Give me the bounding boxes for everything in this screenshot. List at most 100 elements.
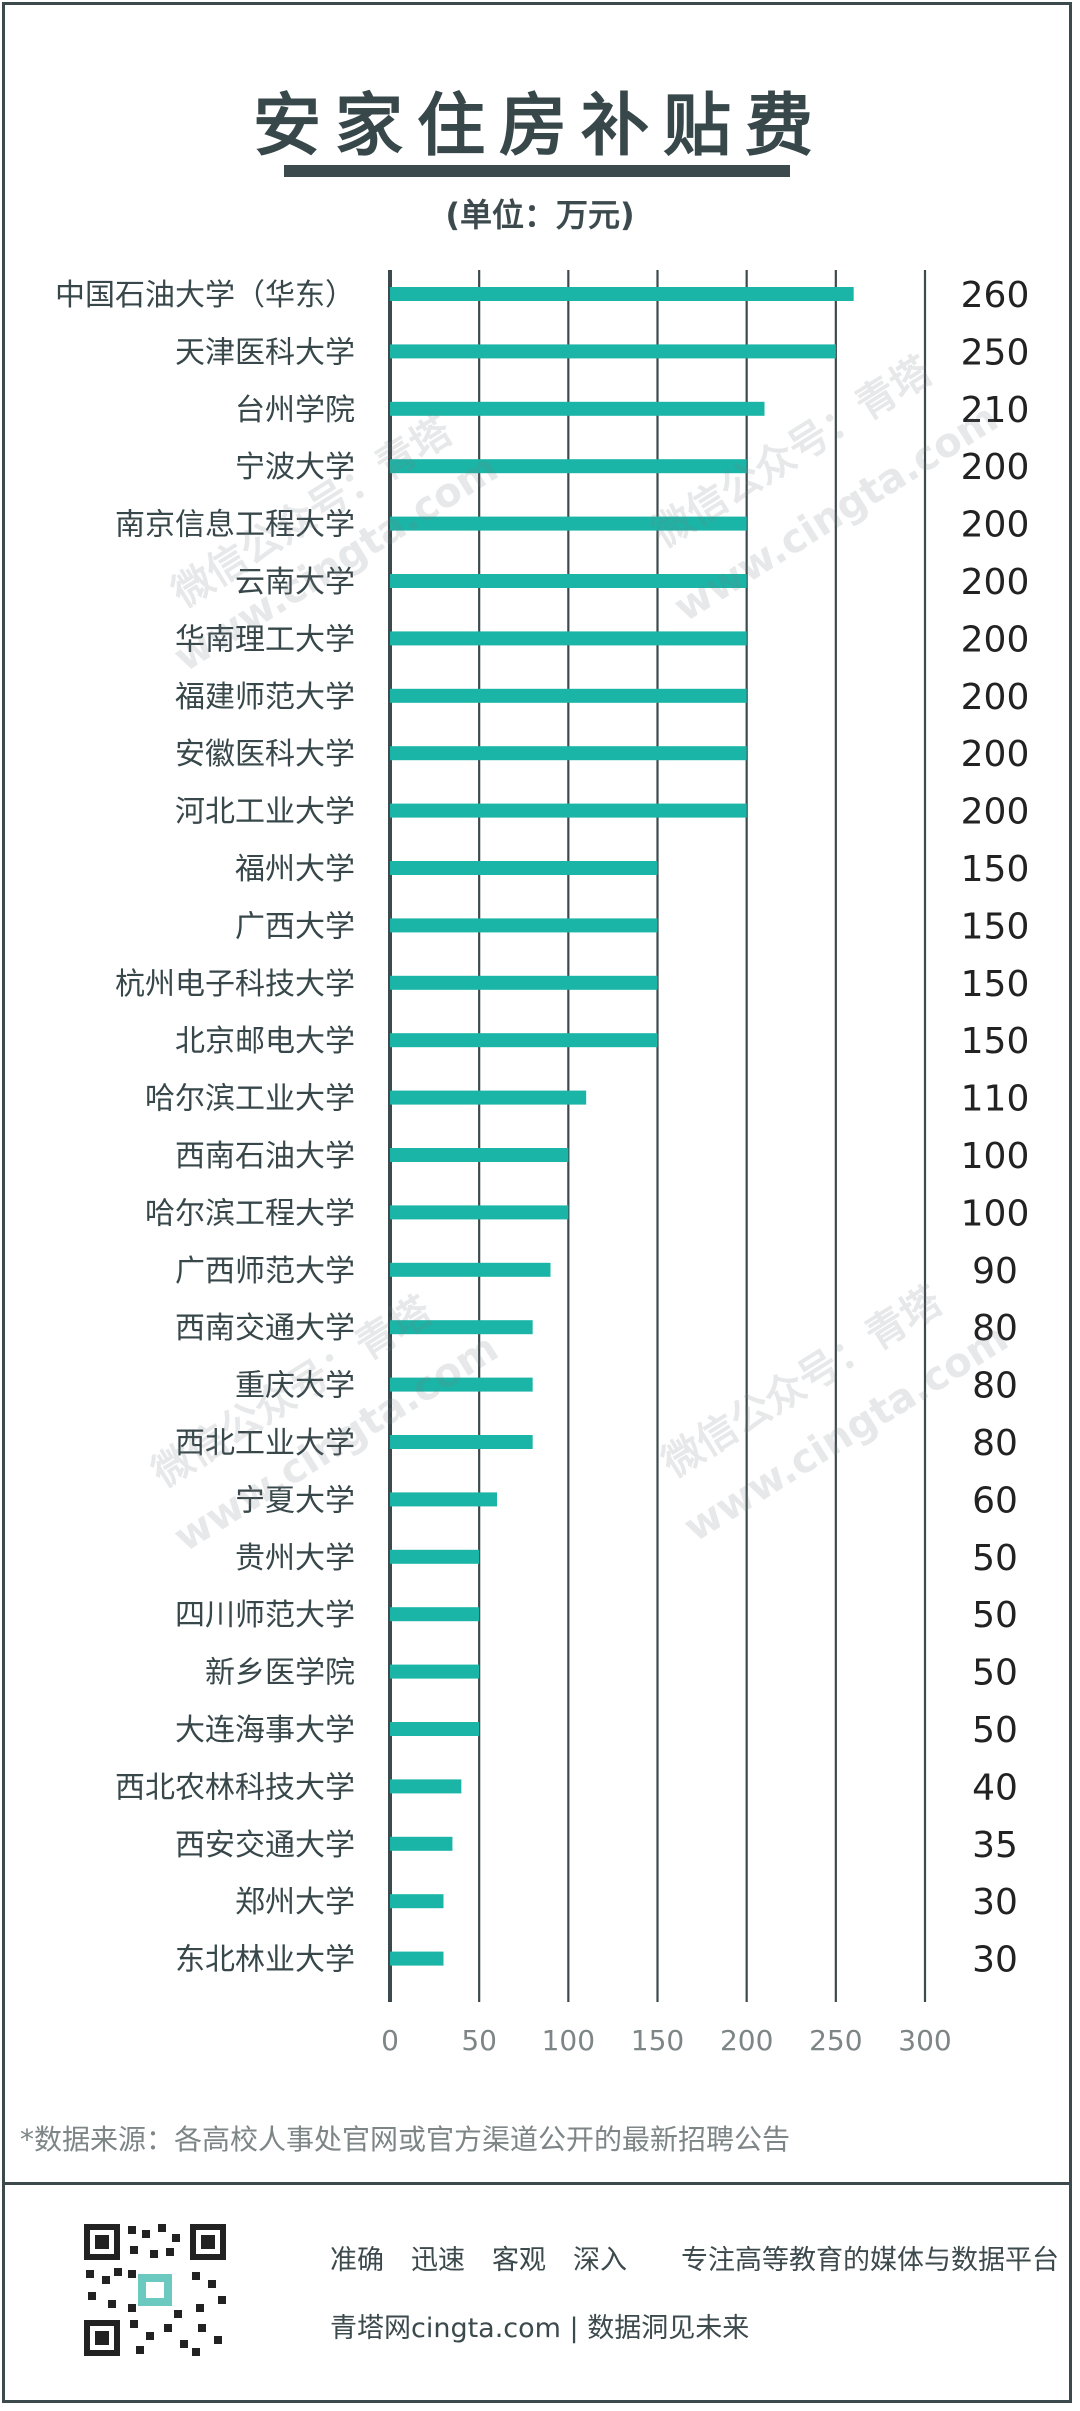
bar bbox=[390, 1894, 444, 1909]
value-label: 100 bbox=[961, 1193, 1030, 1234]
page-title: 安家住房补贴费 bbox=[252, 87, 827, 166]
bar-chart: 0 50 100 150 200 250 300 中国石油大学（华东） 260 天津医科大学 250… bbox=[55, 270, 1030, 2057]
value-label: 200 bbox=[961, 562, 1030, 603]
bar bbox=[390, 1377, 533, 1392]
value-label: 110 bbox=[961, 1079, 1030, 1120]
category-label: 天津医科大学 bbox=[175, 335, 355, 370]
value-label: 200 bbox=[961, 447, 1030, 488]
category-label: 福州大学 bbox=[235, 852, 355, 887]
value-label: 200 bbox=[961, 619, 1030, 660]
x-tick-label: 100 bbox=[542, 2024, 595, 2057]
value-label: 50 bbox=[972, 1595, 1018, 1636]
value-label: 200 bbox=[961, 677, 1030, 718]
bar bbox=[390, 1722, 480, 1736]
x-tick-label: 50 bbox=[461, 2024, 497, 2057]
value-label: 30 bbox=[972, 1882, 1018, 1923]
qr-code-icon bbox=[80, 2220, 230, 2360]
value-label: 200 bbox=[961, 505, 1030, 546]
source-note: *数据来源：各高校人事处官网或官方渠道公开的最新招聘公告 bbox=[20, 2123, 791, 2156]
bar bbox=[390, 1951, 444, 1966]
category-label: 宁夏大学 bbox=[235, 1483, 355, 1518]
footer-slogan: 准确 迅速 客观 深入 专注高等教育的媒体与数据平台 bbox=[330, 2245, 1059, 2276]
value-label: 200 bbox=[961, 734, 1030, 775]
category-label: 西南石油大学 bbox=[175, 1139, 355, 1174]
category-label: 西安交通大学 bbox=[175, 1828, 355, 1863]
bar bbox=[390, 1549, 480, 1564]
bar bbox=[390, 344, 836, 359]
bar bbox=[390, 1205, 569, 1220]
category-label: 广西大学 bbox=[235, 909, 355, 944]
category-label: 广西师范大学 bbox=[175, 1254, 355, 1289]
unit-label: (单位：万元) bbox=[445, 196, 635, 234]
bar bbox=[390, 631, 747, 646]
value-label: 150 bbox=[961, 964, 1030, 1005]
category-label: 郑州大学 bbox=[235, 1885, 355, 1920]
title-underline bbox=[284, 165, 790, 177]
bar bbox=[390, 1320, 533, 1335]
bar bbox=[390, 803, 747, 818]
category-label: 台州学院 bbox=[235, 393, 355, 428]
value-label: 150 bbox=[961, 849, 1030, 890]
footer-site: 青塔网cingta.com | 数据洞见未来 bbox=[330, 2313, 750, 2344]
value-label: 80 bbox=[972, 1308, 1018, 1349]
bar bbox=[390, 688, 747, 703]
bar bbox=[390, 1836, 453, 1851]
bar bbox=[390, 1148, 569, 1162]
category-label: 重庆大学 bbox=[235, 1369, 355, 1404]
bar bbox=[390, 1779, 462, 1794]
value-label: 90 bbox=[972, 1251, 1018, 1292]
category-label: 中国石油大学（华东） bbox=[55, 278, 355, 313]
bar bbox=[390, 1607, 480, 1622]
category-label: 四川师范大学 bbox=[175, 1598, 355, 1633]
value-label: 35 bbox=[972, 1825, 1018, 1866]
category-label: 哈尔滨工程大学 bbox=[145, 1196, 355, 1231]
bar bbox=[390, 459, 747, 474]
value-label: 50 bbox=[972, 1653, 1018, 1694]
bar bbox=[390, 918, 658, 933]
bar bbox=[390, 1090, 587, 1105]
category-label: 西北工业大学 bbox=[175, 1426, 355, 1461]
value-label: 50 bbox=[972, 1538, 1018, 1579]
bar bbox=[390, 516, 747, 531]
value-label: 80 bbox=[972, 1423, 1018, 1464]
category-label: 北京邮电大学 bbox=[175, 1024, 355, 1059]
bar bbox=[390, 861, 658, 875]
bar bbox=[390, 1262, 551, 1277]
value-label: 150 bbox=[961, 1021, 1030, 1062]
category-label: 河北工业大学 bbox=[175, 795, 355, 830]
category-label: 云南大学 bbox=[235, 565, 355, 600]
x-tick-label: 250 bbox=[809, 2024, 862, 2057]
category-label: 华南理工大学 bbox=[175, 622, 355, 657]
footer-divider bbox=[4, 2182, 1070, 2185]
value-label: 40 bbox=[972, 1767, 1018, 1808]
value-label: 50 bbox=[972, 1710, 1018, 1751]
category-label: 哈尔滨工业大学 bbox=[145, 1082, 355, 1117]
bar bbox=[390, 1664, 480, 1679]
x-tick-label: 150 bbox=[631, 2024, 684, 2057]
category-label: 贵州大学 bbox=[235, 1541, 355, 1576]
category-label: 安徽医科大学 bbox=[175, 737, 355, 772]
bar bbox=[390, 975, 658, 990]
value-label: 210 bbox=[961, 390, 1030, 431]
category-label: 宁波大学 bbox=[235, 450, 355, 485]
category-label: 福建师范大学 bbox=[175, 680, 355, 715]
bar bbox=[390, 746, 747, 761]
category-label: 杭州电子科技大学 bbox=[115, 967, 355, 1002]
value-label: 260 bbox=[961, 275, 1030, 316]
category-label: 西南交通大学 bbox=[175, 1311, 355, 1346]
bar bbox=[390, 287, 854, 301]
value-label: 60 bbox=[972, 1480, 1018, 1521]
category-label: 西北农林科技大学 bbox=[115, 1770, 355, 1805]
category-label: 东北林业大学 bbox=[175, 1943, 355, 1978]
bar bbox=[390, 574, 747, 588]
value-label: 200 bbox=[961, 792, 1030, 833]
value-label: 100 bbox=[961, 1136, 1030, 1177]
x-tick-label: 200 bbox=[720, 2024, 773, 2057]
value-label: 30 bbox=[972, 1940, 1018, 1981]
bar bbox=[390, 1492, 497, 1507]
bar bbox=[390, 1033, 658, 1048]
x-tick-label: 300 bbox=[898, 2024, 951, 2057]
category-label: 大连海事大学 bbox=[175, 1713, 355, 1748]
category-label: 南京信息工程大学 bbox=[115, 508, 355, 543]
